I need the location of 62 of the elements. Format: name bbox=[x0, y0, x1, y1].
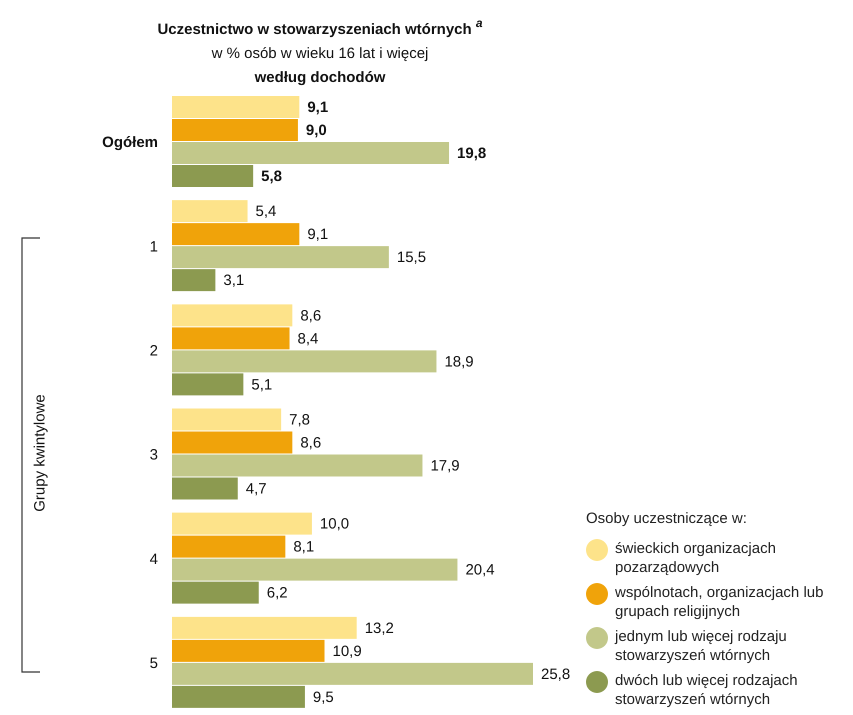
chart-subtitle: w % osób w wieku 16 lat i więcej według dochodów bbox=[210, 45, 428, 86]
data-label: 5,4 bbox=[256, 203, 276, 220]
data-label: 20,4 bbox=[465, 562, 495, 579]
legend-title: Osoby uczestniczące w: bbox=[586, 510, 748, 527]
data-label: 13,2 bbox=[364, 620, 394, 637]
data-label: 8,4 bbox=[298, 330, 318, 348]
y-tick-label: 5 bbox=[150, 654, 158, 672]
y-tick-label: 4 bbox=[150, 550, 158, 568]
bar bbox=[172, 304, 292, 326]
bar bbox=[172, 350, 436, 372]
bar bbox=[172, 96, 300, 118]
data-label: 15,5 bbox=[396, 249, 426, 266]
bar bbox=[172, 662, 533, 685]
bar bbox=[172, 512, 312, 535]
data-label: 9,5 bbox=[312, 688, 334, 706]
bar bbox=[172, 582, 259, 604]
data-label: 9,1 bbox=[307, 99, 328, 116]
bar bbox=[172, 269, 216, 292]
data-label: 4,7 bbox=[246, 480, 267, 498]
bar bbox=[172, 454, 422, 476]
bar bbox=[172, 200, 248, 222]
y-tick-label: 1 bbox=[150, 238, 158, 256]
bar bbox=[172, 536, 286, 558]
data-label: 6,2 bbox=[266, 584, 288, 602]
data-label: 5,8 bbox=[261, 168, 282, 185]
data-label: 25,8 bbox=[541, 666, 570, 683]
bar bbox=[172, 119, 298, 141]
bar bbox=[172, 408, 282, 430]
bar bbox=[172, 640, 325, 662]
bar bbox=[172, 165, 254, 187]
legend-label: jednym lub więcej rodzaju stowarzyszeń wtórnych bbox=[615, 627, 788, 665]
data-label: 9,1 bbox=[307, 226, 328, 244]
data-label: 10,0 bbox=[320, 516, 350, 533]
chart-title: Uczestnictwo w stowarzyszeniach wtórnych $^{a}$ bbox=[157, 16, 483, 38]
data-label: 8,6 bbox=[300, 307, 322, 324]
data-label: 7,8 bbox=[289, 412, 310, 428]
legend-label: świeckich organizacjach pozarządowych bbox=[615, 539, 777, 577]
bar bbox=[172, 558, 458, 581]
data-label: 10,9 bbox=[332, 642, 362, 660]
bar bbox=[172, 686, 305, 708]
data-label: 17,9 bbox=[430, 458, 460, 474]
data-label: 8,1 bbox=[293, 538, 314, 556]
bar bbox=[172, 373, 244, 396]
legend-label: dwóch lub więcej rodzajach stowarzyszeń wtórnych bbox=[615, 671, 799, 709]
bar bbox=[172, 616, 357, 639]
data-label: 3,1 bbox=[223, 272, 244, 290]
bar bbox=[172, 478, 238, 500]
y-tick-label: Ogółem bbox=[102, 134, 158, 152]
bar bbox=[172, 246, 389, 268]
bar bbox=[172, 327, 290, 350]
bar bbox=[172, 223, 300, 246]
y-tick-label: 3 bbox=[150, 446, 158, 464]
legend-label: wspólnotach, organizacjach lub grupach religijnych bbox=[615, 583, 824, 621]
bar bbox=[172, 142, 450, 164]
data-label: 9,0 bbox=[306, 122, 327, 139]
data-label: 8,6 bbox=[300, 434, 322, 452]
y-axis-title: Grupy kwintylowe bbox=[32, 390, 48, 516]
bar bbox=[172, 432, 292, 454]
data-label: 5,1 bbox=[251, 376, 272, 394]
data-label: 19,8 bbox=[457, 145, 486, 162]
data-label: 18,9 bbox=[444, 353, 474, 370]
y-tick-label: 2 bbox=[150, 342, 158, 360]
